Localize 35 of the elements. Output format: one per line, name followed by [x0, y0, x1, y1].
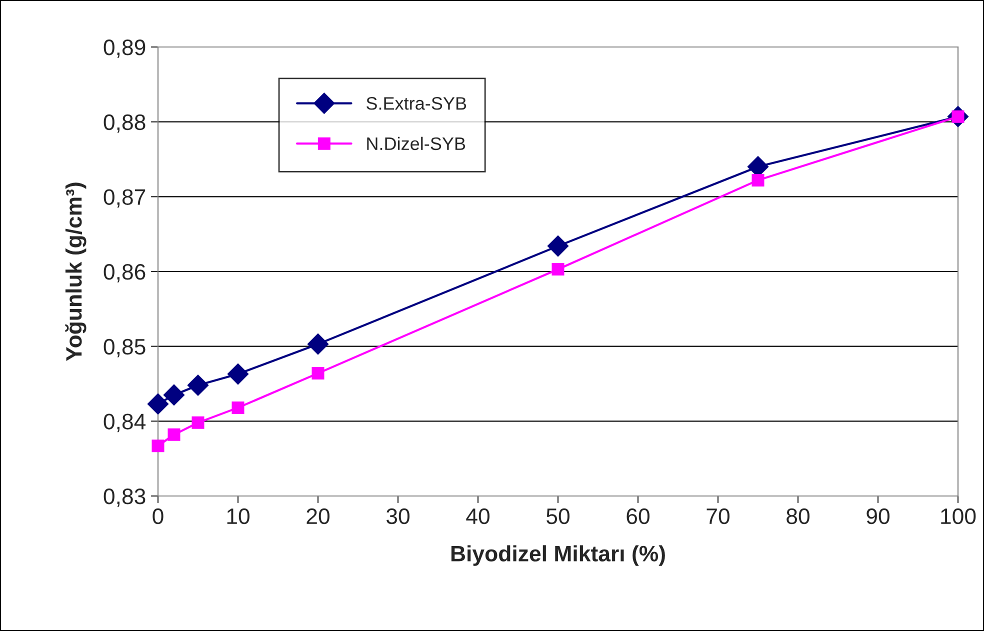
point [152, 440, 164, 452]
x-axis-title: Biyodizel Miktarı (%) [451, 545, 665, 566]
x-tick-label: 50 [546, 508, 570, 524]
x-tick-label: 30 [386, 508, 410, 524]
y-tick-label: 0,88 [104, 114, 146, 133]
x-tick-label: 40 [466, 508, 490, 524]
x-tick-label: 60 [626, 508, 650, 524]
x-tick-label: 0 [152, 508, 164, 524]
point [147, 393, 169, 414]
point [192, 416, 204, 429]
y-axis-title: Yoğunluk (g/cm³) [65, 182, 86, 362]
point [312, 367, 324, 380]
x-tick-label: 20 [306, 508, 330, 524]
point [168, 428, 180, 441]
point [163, 384, 185, 406]
point [552, 263, 564, 276]
point [307, 334, 329, 355]
y-tick-label: 0,89 [104, 40, 146, 58]
x-tick-label: 90 [866, 508, 890, 524]
legend-label: N.Dizel-SYB [367, 136, 466, 150]
y-tick-label: 0,83 [104, 488, 146, 507]
y-tick-label: 0,84 [104, 414, 146, 432]
legend-label: S.Extra-SYB [366, 97, 466, 110]
y-tick-label: 0,86 [104, 264, 146, 282]
x-tick-label: 70 [706, 508, 730, 524]
point [187, 374, 209, 396]
point [547, 236, 569, 257]
point [232, 401, 244, 414]
point [227, 364, 249, 385]
y-tick-label: 0,87 [104, 189, 146, 208]
x-tick-label: 100 [941, 508, 976, 524]
y-tick-label: 0,85 [104, 338, 146, 358]
x-tick-label: 10 [227, 508, 250, 524]
point [752, 174, 764, 186]
x-tick-label: 80 [786, 508, 810, 524]
